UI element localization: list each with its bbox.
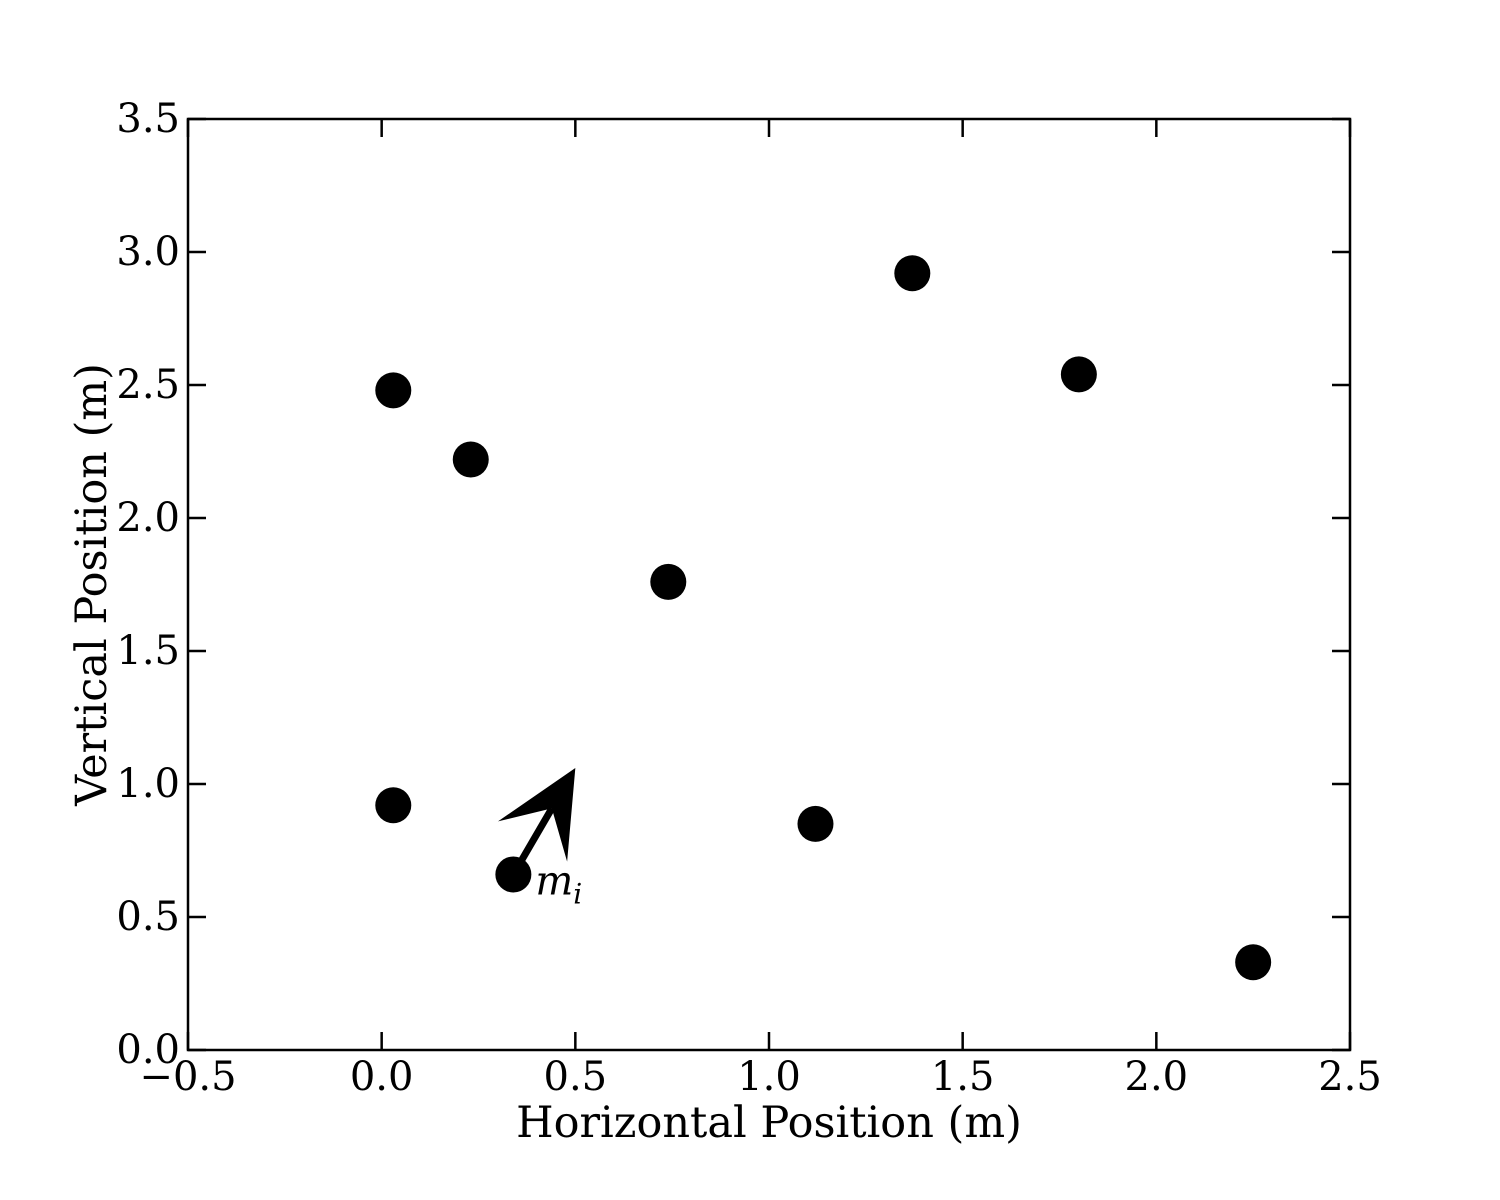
data-point [375,787,412,824]
x-tick-label: −0.5 [139,1054,236,1100]
x-tick-label: 0.5 [544,1054,608,1100]
y-tick-label: 0.5 [116,894,180,940]
arrow-head [497,768,576,862]
plot-frame [186,117,1352,1052]
x-tick-label: 0.0 [350,1054,414,1100]
data-points [375,255,1272,981]
y-axis-label: Vertical Position (m) [67,363,117,807]
data-point [797,805,834,842]
data-point [650,563,687,600]
annotation-label: mi [535,858,582,910]
y-tick-labels: 0.0 0.5 1.0 1.5 2.0 2.5 3.0 3.5 [116,96,180,1073]
data-point [1235,944,1272,981]
arrow-shaft [510,806,555,877]
x-tick-label: 1.0 [737,1054,801,1100]
y-tick-label: 3.0 [116,229,180,275]
y-tick-label: 2.5 [116,362,180,408]
x-tick-label: 1.5 [931,1054,995,1100]
data-point [894,255,931,292]
x-tick-labels: −0.5 0.0 0.5 1.0 1.5 2.0 2.5 [139,1054,1381,1100]
data-point [452,441,489,478]
y-tick-label: 1.5 [116,628,180,674]
y-tick-label: 2.0 [116,495,180,541]
annotation: mi [497,768,582,910]
y-tick-label: 0.0 [116,1027,180,1073]
y-tick-label: 1.0 [116,761,180,807]
y-tick-label: 3.5 [116,96,180,142]
data-point [1060,356,1097,393]
x-tick-label: 2.5 [1318,1054,1382,1100]
x-axis-label: Horizontal Position (m) [516,1098,1022,1148]
data-point [375,372,412,409]
ticks-layer [186,117,1352,1052]
x-tick-label: 2.0 [1125,1054,1189,1100]
